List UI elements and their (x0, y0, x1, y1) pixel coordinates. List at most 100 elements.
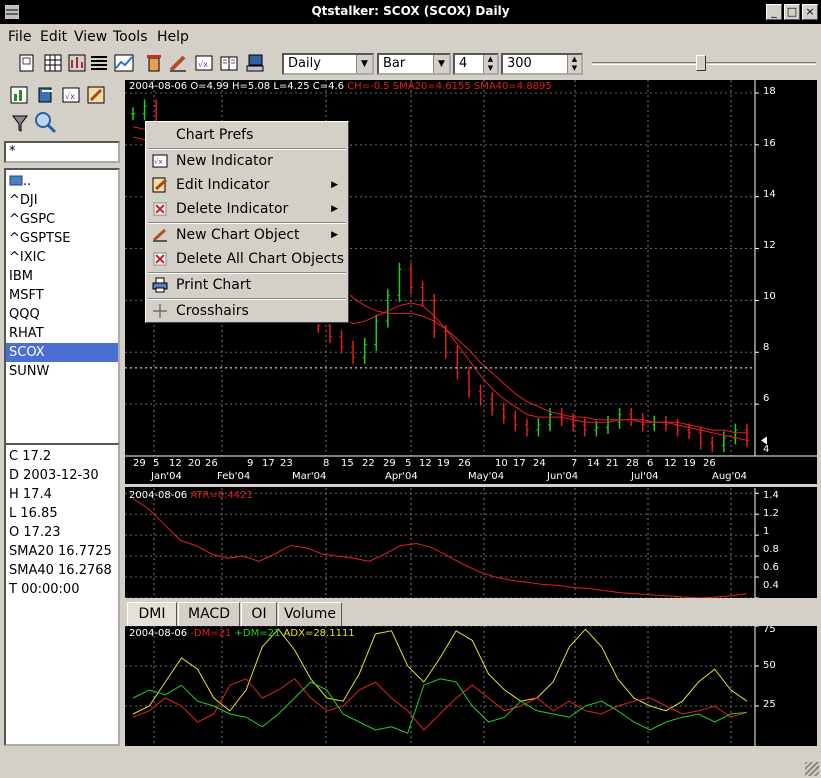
indicator-icon[interactable]: √x (60, 84, 82, 106)
tab-dmi[interactable]: DMI (127, 602, 177, 626)
menu-tools[interactable]: Tools (113, 29, 148, 45)
pan-slider[interactable] (592, 55, 816, 71)
bars-spinbox[interactable]: 300 ▲ ▼ (501, 53, 583, 75)
spin-arrows-icon[interactable]: ▲ ▼ (483, 55, 497, 73)
menu-item-new-chart-object[interactable]: New Chart Object ▶ (148, 223, 346, 247)
chart-style-select[interactable]: Bar ▼ (377, 53, 451, 75)
dmi-y-tick-label: 75 (763, 624, 776, 635)
plot-background (125, 488, 755, 598)
indicator-icon[interactable]: √x (193, 52, 215, 74)
day-tick-label: 7 (571, 458, 578, 469)
day-tick-label: 17 (513, 458, 526, 469)
list-item[interactable]: .. (6, 172, 118, 191)
info-close: C 17.2 (9, 449, 52, 464)
line-chart-icon[interactable] (113, 52, 135, 74)
status-bar (0, 752, 821, 778)
info-date: D 2003-12-30 (9, 468, 99, 483)
chart-context-menu: Chart Prefs √x New Indicator Edit Indica… (145, 121, 349, 323)
trash-icon[interactable] (143, 52, 165, 74)
group-icon[interactable] (35, 84, 57, 106)
printer-icon (152, 277, 168, 293)
list-item[interactable]: ^IXIC (9, 250, 46, 265)
menu-item-crosshairs[interactable]: Crosshairs (148, 299, 346, 323)
day-tick-label: 9 (247, 458, 254, 469)
list-item[interactable]: SUNW (9, 364, 50, 379)
atr-y-tick-label: 0.4 (763, 580, 779, 591)
menu-item-chart-prefs[interactable]: Chart Prefs (176, 127, 254, 143)
chart-nav-icon[interactable] (8, 84, 30, 106)
list-item[interactable]: ^DJI (9, 193, 38, 208)
list-item[interactable]: RHAT (9, 326, 44, 341)
day-tick-label: 8 (323, 458, 330, 469)
day-tick-label: 24 (533, 458, 546, 469)
menu-edit[interactable]: Edit (40, 29, 68, 45)
atr-y-tick-label: 0.8 (763, 544, 779, 555)
page-icon[interactable] (16, 52, 38, 74)
search-icon[interactable] (32, 110, 58, 136)
menu-file[interactable]: File (8, 29, 32, 45)
book-icon[interactable] (218, 52, 240, 74)
bar-spacing-spinbox[interactable]: 4 ▲ ▼ (453, 53, 499, 75)
month-tick-label: Jan'04 (151, 471, 182, 482)
folder-icon (9, 175, 23, 186)
list-item[interactable]: ^GSPC (9, 212, 56, 227)
slider-handle[interactable] (696, 55, 706, 71)
menu-item-new-indicator[interactable]: √x New Indicator (152, 153, 273, 169)
day-tick-label: 26 (458, 458, 471, 469)
size-grip[interactable] (805, 762, 819, 776)
scale-icon[interactable] (66, 52, 88, 74)
maximize-button[interactable]: □ (784, 4, 800, 20)
list-item-selected[interactable]: SCOX (6, 343, 118, 362)
chevron-down-icon: ▼ (433, 55, 449, 73)
list-item[interactable]: QQQ (9, 307, 40, 322)
period-value: Daily (288, 56, 321, 71)
bar-spacing-value: 4 (459, 56, 468, 71)
tab-oi[interactable]: OI (241, 602, 277, 626)
filter-icon[interactable] (10, 112, 30, 134)
symbol-search-input[interactable]: * (4, 141, 120, 163)
menu-item-delete-indicator[interactable]: Delete Indicator ▶ (148, 197, 346, 221)
list-item[interactable]: MSFT (9, 288, 44, 303)
atr-y-tick-label: 1.2 (763, 508, 779, 519)
pane-splitter (125, 484, 817, 487)
month-tick-label: Jul'04 (631, 471, 659, 482)
menu-view[interactable]: View (74, 29, 108, 45)
title-bar[interactable]: Qtstalker: SCOX (SCOX) Daily _ □ × (0, 0, 821, 24)
main-info-date: 2004-08-06 (129, 81, 188, 92)
grid-icon[interactable] (42, 52, 64, 74)
day-tick-label: 10 (495, 458, 508, 469)
menu-help[interactable]: Help (157, 29, 189, 45)
tab-volume[interactable]: Volume (278, 602, 342, 626)
edit-icon (152, 177, 168, 193)
close-button[interactable]: × (802, 4, 818, 20)
dmi-info-plus: +DM=21 (234, 628, 281, 639)
day-tick-label: 15 (341, 458, 354, 469)
menu-item-print-chart[interactable]: Print Chart (148, 273, 346, 297)
submenu-arrow-icon: ▶ (331, 204, 338, 214)
list-item[interactable]: ^GSPTSE (9, 231, 71, 246)
edit-icon[interactable] (85, 84, 107, 106)
period-select[interactable]: Daily ▼ (282, 53, 374, 75)
menu-item-edit-indicator[interactable]: Edit Indicator ▶ (148, 173, 346, 197)
day-tick-label: 21 (606, 458, 619, 469)
tab-macd[interactable]: MACD (178, 602, 240, 626)
main-info-indicators: CH=-0.5 SMA20=4.6155 SMA40=4.8895 (347, 81, 552, 92)
computer-icon[interactable] (244, 52, 266, 74)
y-tick-label: 10 (763, 291, 776, 302)
day-tick-label: 26 (205, 458, 218, 469)
submenu-arrow-icon: ▶ (331, 180, 338, 190)
atr-y-tick-label: 1.4 (763, 490, 779, 501)
menu-item-delete-all-chart-objects[interactable]: Delete All Chart Objects (148, 247, 346, 271)
list-item[interactable]: IBM (9, 269, 33, 284)
dmi-info-minus: -DM=21 (190, 628, 232, 639)
day-tick-label: 12 (419, 458, 432, 469)
list-icon[interactable] (88, 52, 110, 74)
spin-arrows-icon[interactable]: ▲ ▼ (567, 55, 581, 73)
chart-style-value: Bar (383, 56, 406, 71)
month-tick-label: Aug'04 (712, 471, 747, 482)
day-tick-label: 5 (153, 458, 160, 469)
minimize-button[interactable]: _ (766, 4, 782, 20)
day-tick-label: 23 (280, 458, 293, 469)
pencil-icon[interactable] (167, 52, 189, 74)
info-high: H 17.4 (9, 487, 52, 502)
